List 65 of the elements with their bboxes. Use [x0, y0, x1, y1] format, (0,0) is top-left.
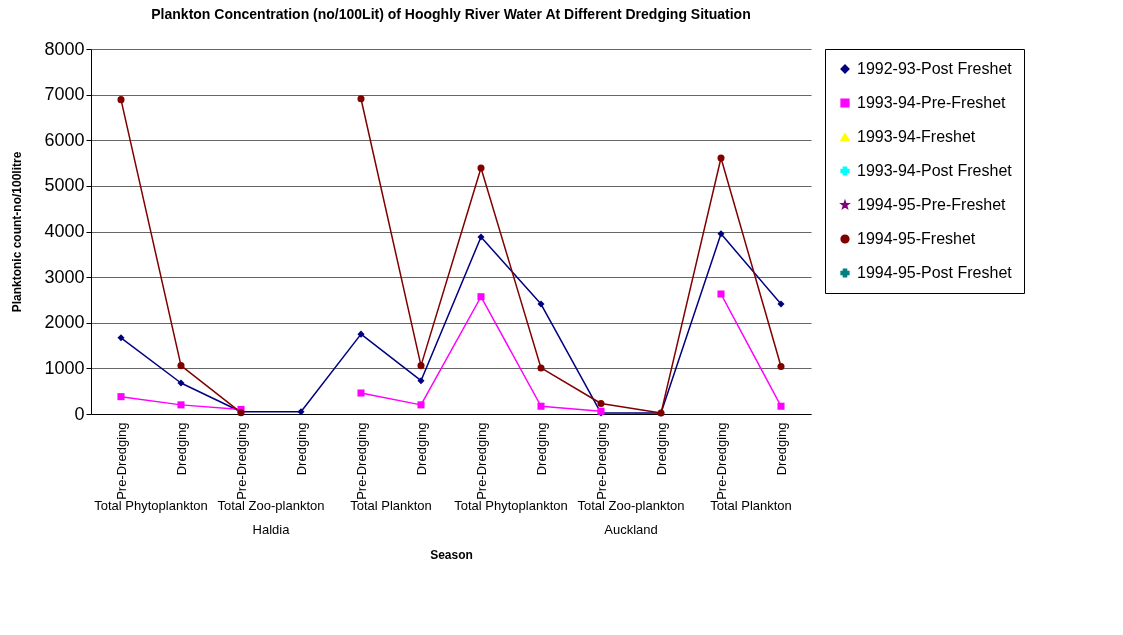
x-tick-label: Dredging [293, 422, 309, 476]
point [777, 300, 785, 308]
point [177, 401, 185, 409]
legend-label: 1993-94-Pre-Freshet [857, 94, 1007, 111]
legend-label: 1994-95-Pre-Freshet [857, 196, 1007, 213]
y-tick-label: 6000 [44, 129, 85, 150]
point [417, 377, 425, 385]
point [117, 393, 125, 401]
x-tick-label: Dredging [533, 422, 549, 476]
y-tick-label: 8000 [44, 38, 85, 59]
y-tick-label: 0 [74, 403, 85, 424]
point [537, 300, 545, 308]
point [357, 330, 365, 338]
x-tick-label: Pre-Dredging [473, 422, 489, 500]
text: Total Zoo-plankton [577, 498, 685, 513]
x-axis-title: Season [430, 547, 473, 562]
legend-label: 1993-94-Post Freshet [857, 162, 1013, 179]
text: Total Zoo-plankton [217, 498, 325, 513]
y-tick-label: 1000 [44, 357, 85, 378]
y-tick-label: 7000 [44, 84, 85, 105]
x-tick-label: Dredging [173, 422, 189, 476]
y-axis-title: Planktonic count-no/100litre [10, 151, 25, 313]
x-tick-label: Pre-Dredging [713, 422, 729, 500]
legend-label: 1994-95-Freshet [857, 230, 976, 247]
point [357, 95, 365, 103]
point [117, 334, 125, 342]
y-tick-label: 3000 [44, 266, 85, 287]
x-tick-label: Pre-Dredging [233, 422, 249, 500]
text: Total Phytoplankton [454, 498, 568, 513]
x-tick-label: Dredging [413, 422, 429, 476]
y-tick-label: 5000 [44, 175, 85, 196]
text: Auckland [604, 522, 658, 537]
point [417, 401, 425, 409]
point [477, 233, 485, 241]
text: Total Phytoplankton [94, 498, 208, 513]
x-tick-label: Pre-Dredging [593, 422, 609, 500]
point [777, 363, 785, 371]
point [477, 293, 485, 301]
point [117, 96, 125, 104]
legend-label: 1992-93-Post Freshet [857, 60, 1013, 77]
y-tick-label: 4000 [44, 221, 85, 241]
text: Total Plankton [350, 498, 432, 513]
legend-label: 1993-94-Freshet [857, 128, 976, 145]
point [777, 402, 785, 410]
point [717, 154, 725, 162]
point [717, 290, 725, 298]
legend-label: 1994-95-Post Freshet [857, 264, 1013, 281]
point [597, 399, 605, 408]
point [177, 379, 185, 387]
point [297, 408, 305, 416]
point [477, 164, 485, 172]
text: Total Plankton [710, 498, 792, 513]
point [177, 362, 185, 370]
x-tick-label: Pre-Dredging [113, 422, 129, 500]
point [417, 362, 425, 370]
x-tick-label: Dredging [653, 422, 669, 476]
x-tick-label: Pre-Dredging [353, 422, 369, 500]
point [357, 389, 365, 397]
point [537, 402, 545, 410]
text: Haldia [252, 522, 291, 537]
y-tick-label: 2000 [44, 312, 85, 333]
point [537, 364, 545, 372]
point [717, 230, 725, 238]
chart-title: Plankton Concentration (no/100Lit) of Hooghly River Water At Different Dredging Situation [151, 6, 751, 22]
x-tick-label: Dredging [773, 422, 789, 476]
